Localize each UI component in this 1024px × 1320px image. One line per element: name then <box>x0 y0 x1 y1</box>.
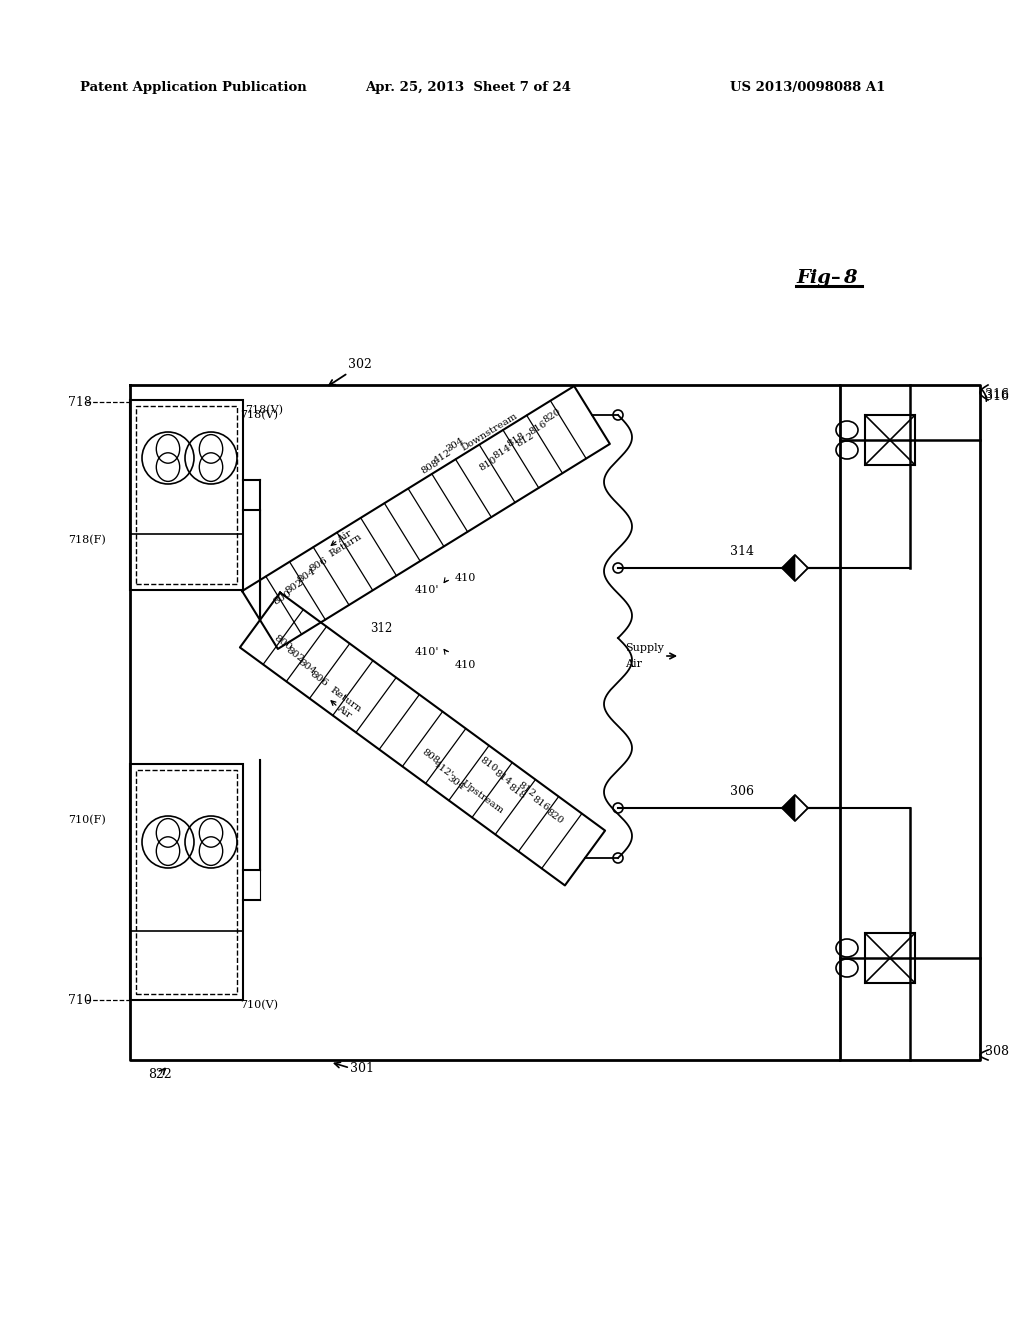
Text: 812: 812 <box>515 432 537 449</box>
Text: 802: 802 <box>284 578 305 597</box>
Bar <box>130 764 243 1001</box>
Text: 8: 8 <box>843 269 857 286</box>
Text: Return: Return <box>328 532 364 558</box>
Text: 806: 806 <box>308 669 330 689</box>
Text: 410': 410' <box>415 585 439 595</box>
Text: 814: 814 <box>492 444 513 461</box>
Text: 810: 810 <box>478 755 499 775</box>
Text: 412': 412' <box>432 760 455 780</box>
Text: 806: 806 <box>308 556 330 574</box>
Text: Upstream: Upstream <box>460 779 506 816</box>
Text: 412': 412' <box>432 446 456 466</box>
Text: 308: 308 <box>985 1045 1009 1059</box>
Polygon shape <box>795 554 808 581</box>
Text: Fig: Fig <box>796 269 830 286</box>
Bar <box>136 770 237 994</box>
Text: 814: 814 <box>492 768 513 787</box>
Text: Downstream: Downstream <box>460 412 519 453</box>
Text: 314: 314 <box>730 545 754 558</box>
Circle shape <box>613 803 623 813</box>
Text: 312: 312 <box>370 622 392 635</box>
Circle shape <box>613 853 623 863</box>
Circle shape <box>613 411 623 420</box>
Text: 808: 808 <box>420 747 440 767</box>
Text: 808: 808 <box>420 458 441 475</box>
Text: 304: 304 <box>445 436 466 454</box>
Text: 816: 816 <box>530 795 551 813</box>
Text: 410': 410' <box>415 647 439 657</box>
Text: –: – <box>831 269 841 286</box>
Text: 718: 718 <box>68 396 92 408</box>
Text: 804: 804 <box>296 568 317 585</box>
Text: 410: 410 <box>455 660 476 671</box>
Text: 820: 820 <box>542 407 563 425</box>
Text: 812: 812 <box>516 780 537 800</box>
Text: 410: 410 <box>455 573 476 583</box>
Bar <box>865 414 915 465</box>
Text: 302: 302 <box>348 358 372 371</box>
Text: Apr. 25, 2013  Sheet 7 of 24: Apr. 25, 2013 Sheet 7 of 24 <box>365 82 571 95</box>
Bar <box>865 933 915 983</box>
Text: 306: 306 <box>730 785 754 799</box>
Text: 816: 816 <box>528 420 549 437</box>
Text: 710(F): 710(F) <box>68 814 105 825</box>
Bar <box>136 407 237 583</box>
Text: 818: 818 <box>506 783 527 801</box>
Text: 800: 800 <box>272 589 294 607</box>
Text: Air: Air <box>625 659 642 669</box>
Text: 800: 800 <box>272 634 293 652</box>
Text: Air: Air <box>335 704 353 721</box>
Text: US 2013/0098088 A1: US 2013/0098088 A1 <box>730 82 886 95</box>
Text: 810: 810 <box>478 455 499 473</box>
Text: 710: 710 <box>68 994 92 1006</box>
Text: 818: 818 <box>506 432 527 449</box>
Text: Patent Application Publication: Patent Application Publication <box>80 82 307 95</box>
Text: 802: 802 <box>284 645 305 664</box>
Text: 316: 316 <box>985 389 1009 403</box>
Text: 718(F): 718(F) <box>68 535 105 545</box>
Text: Supply: Supply <box>625 643 664 653</box>
Polygon shape <box>782 554 795 581</box>
Text: 804: 804 <box>296 657 317 677</box>
Polygon shape <box>795 795 808 821</box>
Bar <box>130 400 243 590</box>
Text: 718(V): 718(V) <box>240 409 278 420</box>
Text: 710(V): 710(V) <box>240 999 278 1010</box>
Text: Return: Return <box>328 685 362 714</box>
Polygon shape <box>782 795 795 821</box>
Text: 304: 304 <box>445 774 466 792</box>
Text: 316: 316 <box>985 388 1009 401</box>
Text: 301: 301 <box>350 1063 374 1074</box>
Text: 822: 822 <box>148 1068 172 1081</box>
Text: Air: Air <box>335 529 353 545</box>
Text: 718(V): 718(V) <box>245 405 283 416</box>
Text: 820: 820 <box>544 808 565 826</box>
Circle shape <box>613 564 623 573</box>
